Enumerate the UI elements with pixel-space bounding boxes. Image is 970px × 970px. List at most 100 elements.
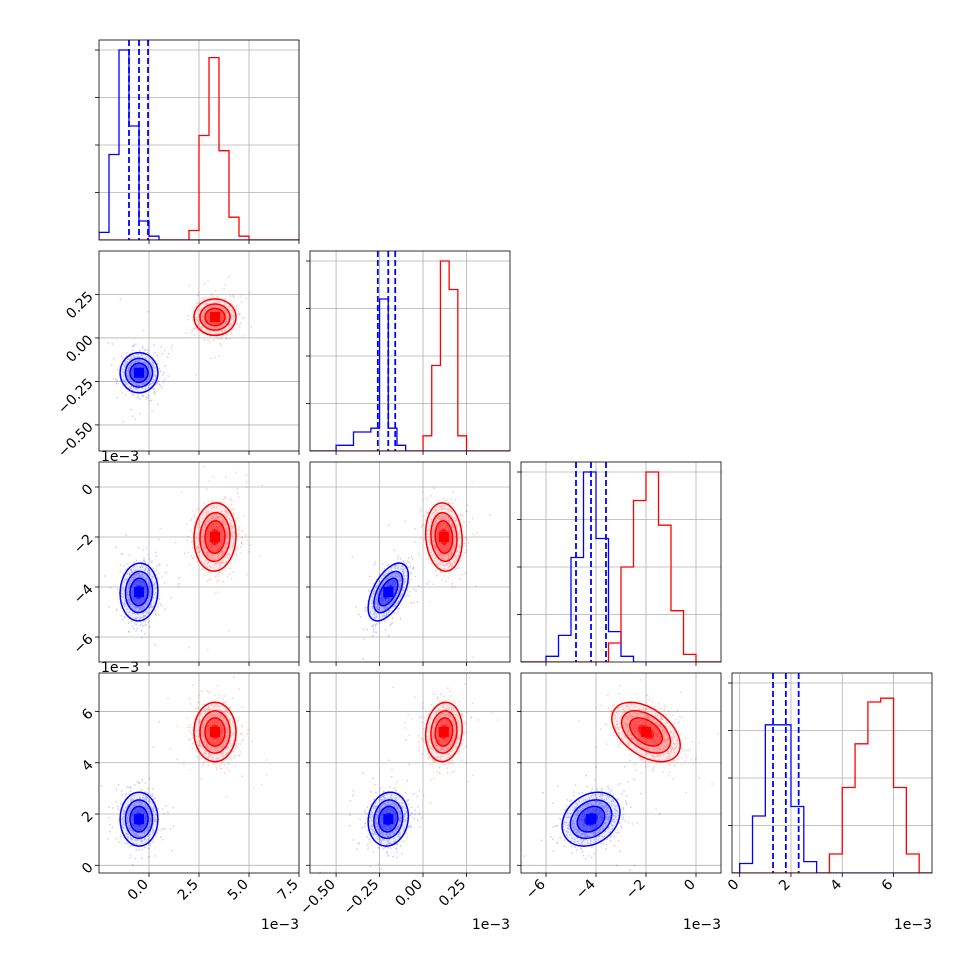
- contour-1-1: [430, 511, 458, 563]
- y-tick-label: −6: [71, 631, 97, 657]
- density-peak-0: [134, 587, 144, 597]
- panel-frame: [731, 672, 933, 874]
- y-tick-label: 6: [79, 706, 97, 724]
- panel-2-1: [306, 461, 511, 666]
- histogram-0-1: [310, 298, 510, 451]
- panel-frame: [98, 672, 300, 874]
- contour-1-2: [204, 520, 226, 555]
- x-tick-label: 6: [879, 876, 897, 894]
- contour-0-1: [124, 570, 154, 614]
- panel-frame: [309, 250, 511, 452]
- x-tick-label: −6: [523, 876, 549, 902]
- density-peak-0: [134, 367, 144, 378]
- panel-content: [100, 676, 268, 866]
- density-peak-1: [210, 532, 220, 542]
- x-offset-label: 1e−3: [261, 917, 299, 933]
- y-tick-label: 0.25: [63, 289, 96, 322]
- panel-1-0: [95, 250, 300, 455]
- histogram-0-2: [521, 471, 721, 662]
- panel-0-0: [95, 39, 300, 244]
- contour-0-2: [129, 577, 149, 607]
- panel-frame: [309, 461, 511, 663]
- y-offset-label: 1e−3: [101, 449, 139, 465]
- density-peak-0: [383, 814, 394, 825]
- panel-2-2: [517, 461, 722, 666]
- panel-frame: [98, 250, 300, 452]
- contour-0-2: [377, 805, 399, 833]
- contour-1-0: [193, 701, 237, 763]
- panel-content: [732, 673, 932, 873]
- panel-2-0: [95, 461, 300, 666]
- contour-0-0: [119, 562, 159, 622]
- contour-1-0: [611, 701, 681, 763]
- contour-0-1: [124, 357, 154, 388]
- contour-1-1: [199, 511, 231, 563]
- panel-frame: [98, 461, 300, 663]
- panel-content: [319, 677, 499, 873]
- contour-0-2: [576, 805, 606, 833]
- contour-1-0: [424, 701, 463, 763]
- panel-1-1: [306, 250, 511, 455]
- contour-0-1: [373, 570, 404, 614]
- contour-0-2: [129, 805, 149, 833]
- contour-1-0: [424, 502, 463, 572]
- contour-1-2: [204, 717, 226, 747]
- x-offset-label: 1e−3: [894, 917, 932, 933]
- y-tick-label: −4: [71, 581, 97, 607]
- y-tick-label: 0: [79, 860, 97, 878]
- x-tick-label: 7.5: [275, 877, 302, 904]
- density-peak-1: [210, 312, 220, 323]
- x-offset-label: 1e−3: [683, 917, 721, 933]
- contour-1-2: [434, 717, 454, 747]
- y-tick-label: 2: [79, 808, 97, 826]
- density-peak-1: [438, 726, 449, 737]
- panel-content: [523, 679, 719, 873]
- y-offset-label: 1e−3: [101, 660, 139, 676]
- contour-1-2: [434, 520, 454, 555]
- x-tick-label: 0.00: [393, 877, 426, 910]
- y-tick-label: 4: [79, 757, 97, 775]
- histogram-1-1: [310, 260, 510, 451]
- density-peak-0: [383, 587, 394, 597]
- panel-frame: [309, 672, 511, 874]
- contour-1-0: [193, 298, 237, 337]
- x-tick-label: −0.50: [297, 877, 339, 919]
- density-peak-0: [586, 814, 596, 825]
- x-tick-label: −0.25: [341, 877, 383, 919]
- contour-0-0: [119, 351, 159, 394]
- panel-3-1: [306, 672, 511, 877]
- contour-0-0: [367, 791, 410, 847]
- panel-content: [107, 276, 252, 423]
- contour-0-1: [124, 799, 154, 840]
- panel-content: [351, 481, 491, 660]
- x-tick-label: 2: [776, 877, 794, 895]
- histogram-1-2: [521, 471, 721, 662]
- density-peak-0: [134, 814, 144, 825]
- y-tick-label: −0.25: [55, 376, 97, 418]
- panel-frame: [98, 39, 300, 241]
- contour-1-1: [430, 710, 458, 754]
- x-tick-label: −2: [623, 877, 649, 903]
- contour-0-0: [367, 562, 410, 622]
- panel-frame: [520, 672, 722, 874]
- y-tick-label: 0.00: [63, 332, 96, 365]
- contour-1-0: [193, 502, 237, 572]
- x-tick-label: 0.25: [436, 877, 469, 910]
- density-peak-1: [641, 726, 651, 737]
- x-tick-label: 0: [681, 877, 699, 895]
- y-tick-label: −2: [71, 531, 97, 557]
- x-tick-label: 4: [827, 876, 845, 894]
- panel-content: [310, 251, 510, 451]
- x-tick-label: 0.0: [125, 877, 152, 904]
- contour-1-2: [629, 717, 664, 747]
- contour-0-0: [561, 791, 621, 847]
- contour-1-1: [199, 710, 231, 754]
- contour-0-2: [377, 577, 399, 607]
- x-offset-label: 1e−3: [472, 917, 510, 933]
- density-peak-1: [210, 726, 220, 737]
- contour-1-1: [620, 710, 672, 754]
- y-tick-label: −0.50: [55, 419, 97, 461]
- panel-3-0: [95, 672, 300, 877]
- contour-0-0: [119, 791, 159, 847]
